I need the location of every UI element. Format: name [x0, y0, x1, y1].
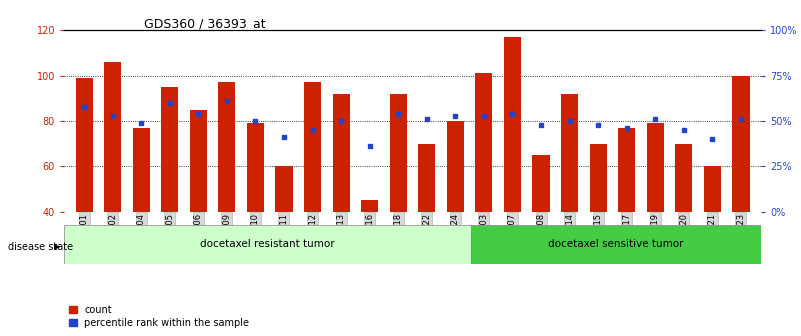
Bar — [332, 94, 350, 212]
Bar — [675, 144, 692, 212]
Bar — [447, 121, 464, 212]
Bar — [389, 94, 407, 212]
Bar — [361, 200, 378, 212]
Bar — [219, 82, 235, 212]
Bar — [618, 128, 635, 212]
Bar — [475, 73, 493, 212]
Bar — [190, 110, 207, 212]
Bar — [470, 225, 761, 264]
Bar — [418, 144, 436, 212]
Bar — [561, 94, 578, 212]
Bar — [161, 87, 179, 212]
Text: docetaxel resistant tumor: docetaxel resistant tumor — [200, 240, 335, 249]
Bar — [133, 128, 150, 212]
Bar — [75, 78, 93, 212]
Bar — [504, 37, 521, 212]
Legend: count, percentile rank within the sample: count, percentile rank within the sample — [69, 305, 249, 328]
Bar — [276, 166, 292, 212]
Bar — [64, 225, 470, 264]
Text: ▶: ▶ — [54, 243, 60, 251]
Bar — [646, 123, 664, 212]
Bar — [704, 166, 721, 212]
Bar — [533, 155, 549, 212]
Text: GDS360 / 36393_at: GDS360 / 36393_at — [144, 17, 266, 30]
Bar — [732, 76, 750, 212]
Bar — [104, 62, 121, 212]
Bar — [247, 123, 264, 212]
Text: disease state: disease state — [8, 242, 73, 252]
Bar — [590, 144, 606, 212]
Bar — [304, 82, 321, 212]
Text: docetaxel sensitive tumor: docetaxel sensitive tumor — [548, 240, 683, 249]
